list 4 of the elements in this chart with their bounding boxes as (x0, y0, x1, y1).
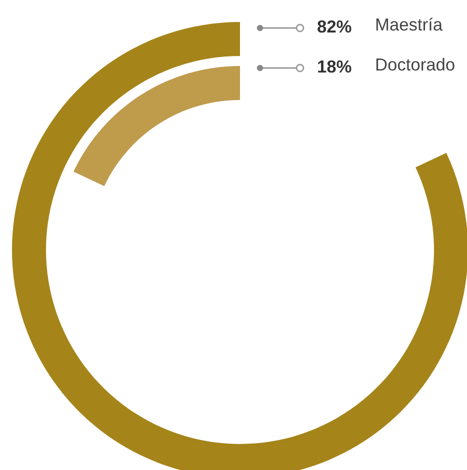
data-label: 18% (318, 60, 352, 73)
category-label: Maestría (376, 18, 443, 31)
data-label: 82% (318, 20, 352, 33)
category-label: Doctorado (376, 58, 454, 71)
